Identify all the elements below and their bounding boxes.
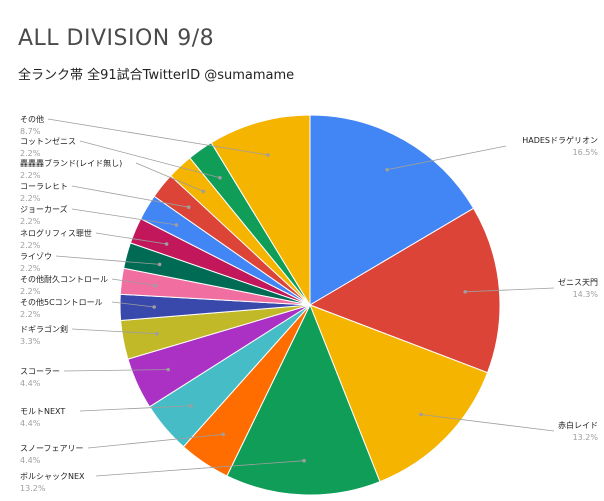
label-leader-lines: [47, 118, 555, 477]
leader-line: [135, 162, 204, 192]
slice-percent: 2.2%: [20, 241, 41, 250]
leader-dot: [189, 404, 193, 408]
leader-line: [111, 278, 156, 286]
slice-percent: 2.2%: [20, 171, 41, 180]
slice-percent: 2.2%: [20, 194, 41, 203]
leader-dot: [164, 242, 169, 246]
slice-percent: 2.2%: [20, 264, 41, 273]
leader-dot: [385, 167, 390, 172]
pie-slice: [309, 114, 475, 306]
leader-line: [79, 140, 221, 179]
leader-dot: [166, 367, 170, 372]
pie-slice: [226, 303, 381, 496]
leader-line: [95, 460, 305, 477]
leader-line: [111, 301, 155, 308]
pie-slice: [308, 207, 501, 374]
chart-title: ALL DIVISION 9/8: [18, 26, 215, 51]
slice-percent: 13.2%: [20, 484, 46, 493]
leader-line: [79, 405, 192, 412]
leader-dot: [221, 432, 225, 437]
leader-line: [465, 287, 555, 293]
slice-percent: 2.2%: [20, 287, 41, 296]
leader-dot: [153, 283, 158, 288]
slice-label: その他: [20, 114, 44, 124]
leader-dot: [419, 412, 423, 417]
leader-dot: [157, 262, 162, 267]
leader-dot: [463, 290, 468, 294]
slice-label: 轟轟轟ブランド(レイド無し): [20, 158, 122, 168]
chart-subtitle: 全ランク帯 全91試合TwitterID @sumamame: [18, 68, 295, 83]
leader-dot: [174, 223, 179, 227]
slice-percent: 4.4%: [20, 379, 41, 388]
pie-slices: [119, 114, 501, 496]
slice-percent: 13.2%: [573, 433, 599, 442]
leader-line: [387, 145, 507, 171]
leader-dot: [186, 205, 191, 209]
slice-label: ネログリフィス罪世: [20, 228, 92, 238]
leader-line: [71, 185, 189, 208]
slice-label: ボルシャックNEX: [20, 472, 85, 481]
slice-label: スノーフェアリー: [20, 444, 84, 453]
slice-percent: 4.4%: [20, 456, 41, 465]
slice-label: ゼニス天門: [558, 277, 598, 287]
slice-label: コーラレヒト: [20, 182, 68, 191]
leader-line: [420, 414, 555, 432]
leader-dot: [155, 331, 159, 336]
slice-label: ライゾウ: [20, 252, 52, 261]
slice-label: ジョーカーズ: [20, 204, 68, 214]
leader-dot: [302, 458, 306, 463]
slice-percent: 8.7%: [20, 127, 41, 136]
leader-dot: [266, 153, 270, 157]
slice-percent: 2.2%: [20, 310, 41, 319]
leader-line: [95, 232, 167, 245]
leader-dot: [152, 305, 156, 309]
leader-line: [55, 255, 160, 265]
slice-label: モルトNEXT: [20, 407, 65, 416]
pie-slice: [210, 114, 311, 307]
slice-percent: 2.2%: [20, 217, 41, 226]
slice-percent: 16.5%: [573, 148, 599, 157]
pie-slice: [309, 304, 489, 483]
slice-label: HADESドラゲリオン: [522, 135, 598, 145]
leader-line: [47, 118, 268, 156]
leader-dot: [201, 189, 206, 194]
leader-line: [71, 208, 177, 226]
slice-percent: 3.3%: [20, 337, 41, 346]
leader-line: [87, 434, 224, 449]
slice-label: スコーラー: [20, 367, 60, 376]
leader-dot: [218, 176, 222, 180]
slice-label: その他5Cコントロール: [20, 297, 103, 307]
slice-label: ドギラゴン剣: [20, 324, 68, 334]
slice-percent: 2.2%: [20, 149, 41, 158]
slice-percent: 4.4%: [20, 419, 41, 428]
slice-label: コットンゼニス: [20, 136, 76, 146]
slice-percent: 14.3%: [573, 290, 599, 299]
slice-label: その他耐久コントロール: [20, 274, 108, 284]
leader-line: [63, 369, 169, 372]
slice-labels: その他8.7%コットンゼニス2.2%轟轟轟ブランド(レイド無し)2.2%コーラレ…: [20, 114, 598, 493]
slice-label: 赤白レイド: [558, 420, 598, 430]
leader-line: [71, 328, 157, 335]
